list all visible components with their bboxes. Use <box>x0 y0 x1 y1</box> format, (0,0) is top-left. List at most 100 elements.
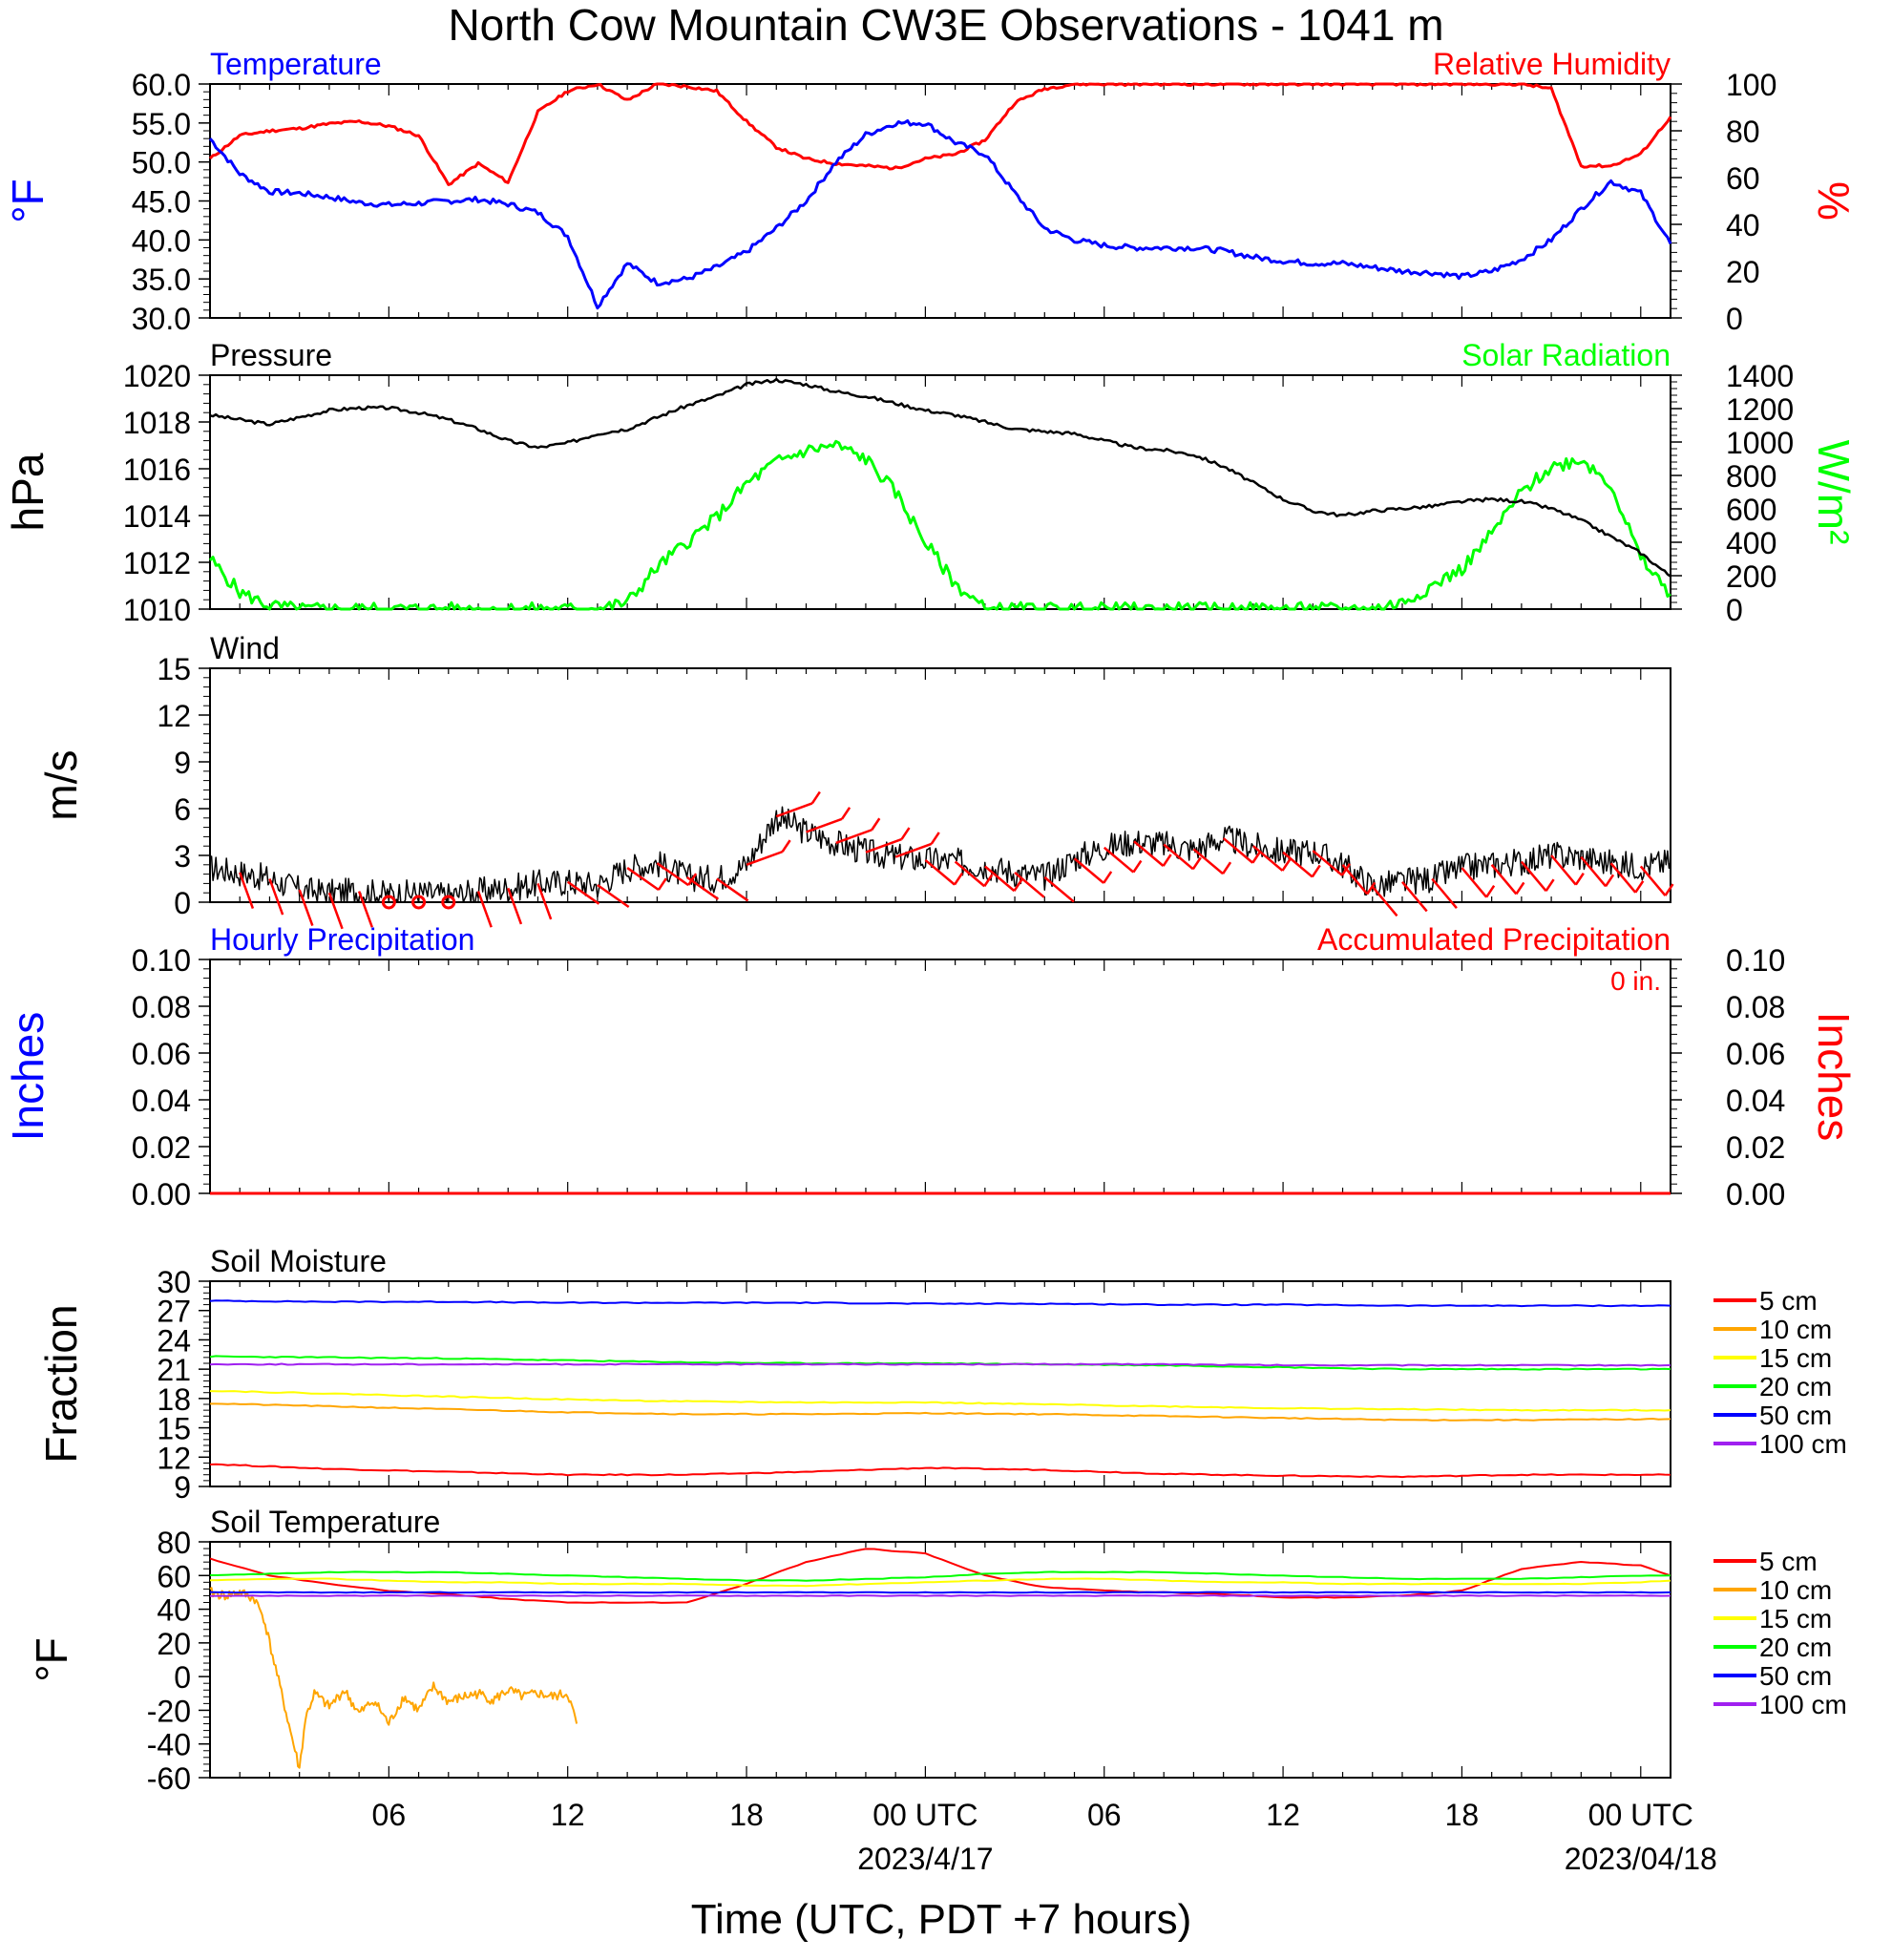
soil-temp-legend-label: 100 cm <box>1759 1690 1847 1719</box>
soil-moisture-legend-label: 5 cm <box>1759 1286 1818 1316</box>
soil-temperature-line <box>209 1548 1671 1604</box>
soil-moisture-legend-label: 50 cm <box>1759 1401 1832 1430</box>
soil-temperature-line <box>209 1577 1671 1588</box>
wind-barbs <box>239 790 1674 930</box>
wind-speed-line <box>209 806 1671 903</box>
solar-y-tick-label: 1000 <box>1726 426 1794 460</box>
wind-barb <box>1609 862 1637 894</box>
accum-y-tick-label: 0.02 <box>1726 1130 1785 1165</box>
soil-temp-legend-label: 15 cm <box>1759 1604 1832 1633</box>
accum-y-tick-label: 0.04 <box>1726 1084 1785 1118</box>
wind-barb <box>716 877 749 902</box>
wind-barb-flag <box>1162 854 1172 867</box>
wind-barb-flag <box>1191 856 1202 870</box>
soil-temp-legend-label: 5 cm <box>1759 1547 1818 1576</box>
wind-barb <box>1312 850 1343 876</box>
precipitation-panel: 0.00 0.02 0.04 0.06 0.08 0.10 0.00 0.02 0.04 0.06… <box>3 922 1859 1212</box>
soil-moisture-legend-label: 10 cm <box>1759 1315 1832 1344</box>
wind-barb <box>775 802 813 818</box>
rh-y-tick-label: 20 <box>1726 255 1760 289</box>
x-date-label: 2023/4/17 <box>857 1842 993 1876</box>
soil-moisture-legend-label: 100 cm <box>1759 1429 1847 1459</box>
wind-barb-flag <box>930 832 940 845</box>
wind-barb <box>954 860 986 888</box>
wind-barb <box>1431 877 1458 909</box>
accum-precip-total: 0 in. <box>1610 966 1661 996</box>
solar-y-tick-label: 200 <box>1726 559 1776 594</box>
wind-panel-frame <box>209 667 1671 903</box>
soil-temperature-line <box>209 1570 1671 1582</box>
wind-calm-marker <box>411 895 427 910</box>
temp-y-tick-label: 50.0 <box>132 146 191 180</box>
wind-barb <box>806 817 843 833</box>
x-axis: 06 12 18 00 UTC 06 12 18 00 UTC 2023/4/17 2023/04… <box>372 1798 1717 1876</box>
wind-barb-flag <box>1103 871 1113 884</box>
humidity-line <box>208 82 1672 186</box>
solar-y-tick-label: 400 <box>1726 526 1776 560</box>
wind-barb-flag <box>1311 864 1321 878</box>
wind-barb <box>894 842 933 858</box>
solar-radiation-line <box>208 439 1671 611</box>
wind-barb <box>1073 857 1104 884</box>
temperature-title: Temperature <box>210 47 382 81</box>
wind-barb <box>1371 885 1398 917</box>
soil-moisture-line <box>209 1463 1671 1479</box>
soil-temp-legend-label: 10 cm <box>1759 1575 1832 1605</box>
pressure-y-tick-label: 1020 <box>123 359 191 393</box>
accum-y-tick-label: 0.00 <box>1726 1177 1785 1212</box>
temp-y-tick-label: 55.0 <box>132 107 191 141</box>
wind-barb-flag <box>1281 858 1292 872</box>
wind-barb <box>1014 872 1045 898</box>
x-tick-label: 18 <box>729 1798 764 1832</box>
precip-y-label: Inches <box>3 1012 53 1142</box>
soil-moisture-line <box>209 1362 1671 1367</box>
precip-y-tick-label: 0.10 <box>132 943 191 978</box>
soil-temp-y-tick-label: -20 <box>147 1694 191 1728</box>
wind-barb <box>1163 843 1194 871</box>
x-axis-label: Time (UTC, PDT +7 hours) <box>691 1896 1191 1943</box>
pressure-y-tick-label: 1012 <box>123 546 191 580</box>
rh-y-tick-label: 40 <box>1726 208 1760 242</box>
wind-barb <box>298 889 314 926</box>
temp-y-tick-label: 60.0 <box>132 68 191 102</box>
wind-y-tick-label: 15 <box>157 652 191 686</box>
temp-y-tick-label: 40.0 <box>132 223 191 258</box>
temp-y-tick-label: 35.0 <box>132 263 191 297</box>
wind-barb <box>835 829 872 845</box>
soil-moisture-y-label: Fraction <box>36 1304 86 1463</box>
soil-temp-y-tick-label: 0 <box>174 1660 191 1695</box>
soil-temp-panel-frame <box>209 1541 1671 1779</box>
pressure-y-label: hPa <box>3 453 53 531</box>
soil-moisture-line <box>209 1355 1671 1371</box>
pressure-y-tick-label: 1010 <box>123 593 191 627</box>
wind-barb-flag <box>1664 883 1674 896</box>
accum-y-tick-label: 0.10 <box>1726 943 1785 978</box>
wind-barb-flag <box>1545 878 1555 892</box>
wind-barb <box>507 887 523 925</box>
wind-y-tick-label: 6 <box>174 792 191 827</box>
soil-moisture-y-tick-label: 30 <box>157 1265 191 1299</box>
temperature-humidity-panel: 30.0 35.0 40.045.0 50.0 55.0 60.0 0 20 40 60 80 100… <box>3 47 1859 336</box>
soil-temp-legend-label: 50 cm <box>1759 1661 1832 1691</box>
soil-temperature-line <box>209 1594 1671 1597</box>
wind-barb <box>1192 848 1224 875</box>
soil-moisture-legend-label: 15 cm <box>1759 1343 1832 1373</box>
x-tick-label: 06 <box>372 1798 407 1832</box>
x-tick-label: 06 <box>1087 1798 1122 1832</box>
panels: 30.035.040.045.050.055.060.0020406080100… <box>3 47 1859 1796</box>
pressure-y-tick-label: 1014 <box>123 499 191 534</box>
wind-barb <box>685 875 720 900</box>
temp-y-tick-label: 45.0 <box>132 185 191 220</box>
wind-barb-flag <box>1132 859 1143 874</box>
pressure-y-tick-label: 1016 <box>123 453 191 487</box>
soil-moisture-y-tick-label: 12 <box>157 1441 191 1475</box>
wind-barb-flag <box>1634 880 1645 894</box>
soil-moisture-y-tick-label: 18 <box>157 1382 191 1417</box>
wind-barb <box>357 891 373 928</box>
wind-barb-flag <box>657 877 667 891</box>
soil-temp-y-tick-label: -60 <box>147 1761 191 1796</box>
wind-barb <box>924 858 956 886</box>
wind-y-tick-label: 9 <box>174 746 191 780</box>
temperature-line <box>208 119 1672 310</box>
